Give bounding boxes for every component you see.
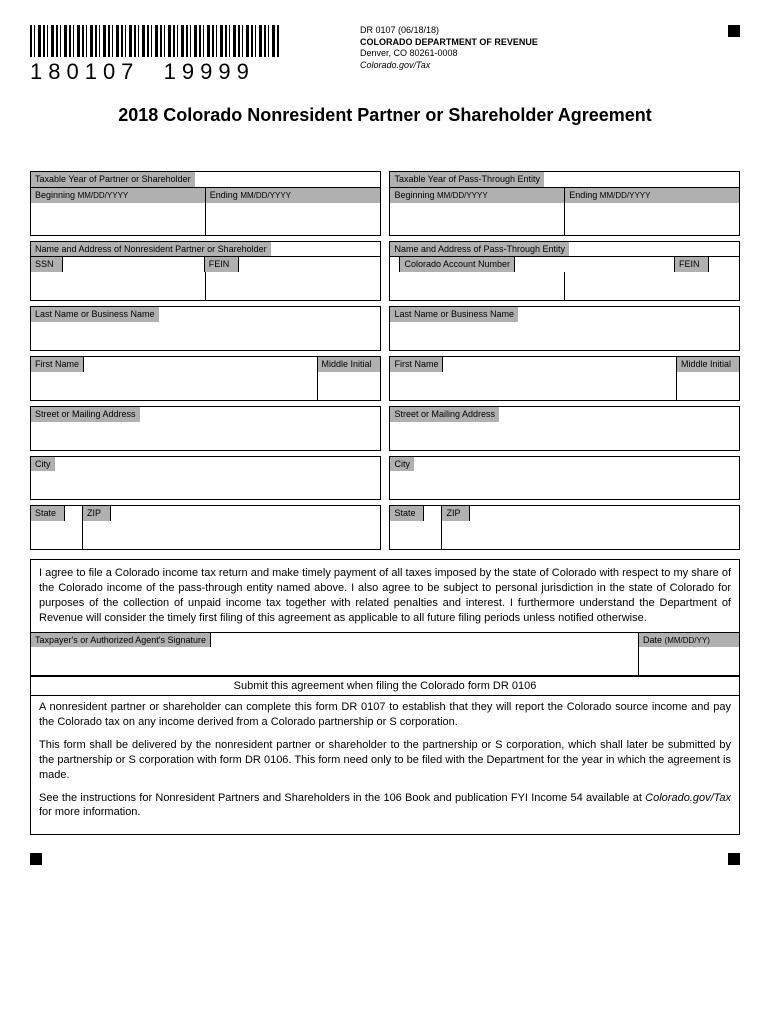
input-firstname-entity[interactable] xyxy=(390,372,677,400)
input-state-entity[interactable] xyxy=(390,521,442,549)
input-beginning-partner[interactable] xyxy=(31,203,206,235)
instructions-p1: A nonresident partner or shareholder can… xyxy=(39,700,731,730)
input-zip-entity[interactable] xyxy=(442,521,739,549)
barcode xyxy=(30,25,280,57)
submit-line: Submit this agreement when filing the Co… xyxy=(31,676,739,695)
form-id-block: DR 0107 (06/18/18) COLORADO DEPARTMENT O… xyxy=(360,25,538,72)
cell-dates-entity: Beginning MM/DD/YYYY Ending MM/DD/YYYY xyxy=(390,187,740,235)
input-mi-entity[interactable] xyxy=(677,372,739,400)
input-signature[interactable] xyxy=(31,647,639,675)
label-lastname-e: Last Name or Business Name xyxy=(390,307,518,322)
label-zip-p: ZIP xyxy=(83,506,111,521)
label-state-e: State xyxy=(390,506,424,521)
label-fein-e: FEIN xyxy=(675,257,709,272)
bottom-marks xyxy=(30,853,740,873)
input-lastname-partner[interactable] xyxy=(31,322,380,350)
label-city-e: City xyxy=(390,457,414,472)
label-street-p: Street or Mailing Address xyxy=(31,407,140,422)
input-zip-partner[interactable] xyxy=(83,521,380,549)
input-firstname-partner[interactable] xyxy=(31,372,318,400)
input-city-entity[interactable] xyxy=(390,471,739,499)
input-co-account[interactable] xyxy=(390,272,565,300)
cell-taxyear-entity: Taxable Year of Pass-Through Entity xyxy=(390,172,740,188)
label-signature: Taxpayer's or Authorized Agent's Signatu… xyxy=(31,633,211,648)
agreement-cell: I agree to file a Colorado income tax re… xyxy=(31,560,740,632)
input-fein-entity[interactable] xyxy=(565,272,739,300)
label-datefmt-e2: MM/DD/YYYY xyxy=(600,191,651,200)
input-city-partner[interactable] xyxy=(31,471,380,499)
input-ssn[interactable] xyxy=(31,272,206,300)
label-state-p: State xyxy=(31,506,65,521)
agreement-text: I agree to file a Colorado income tax re… xyxy=(31,560,739,631)
label-firstname-e: First Name xyxy=(390,357,443,372)
main-form: Taxable Year of Partner or Shareholder T… xyxy=(30,171,740,835)
barcode-numbers: 180107 19999 xyxy=(30,59,290,85)
input-ending-partner[interactable] xyxy=(206,203,380,235)
instructions-p3: See the instructions for Nonresident Par… xyxy=(39,791,731,821)
input-state-partner[interactable] xyxy=(31,521,83,549)
registration-mark-bl xyxy=(30,853,42,865)
cell-dates-partner: Beginning MM/DD/YYYY Ending MM/DD/YYYY xyxy=(31,187,381,235)
label-date: Date xyxy=(643,635,662,645)
label-city-p: City xyxy=(31,457,55,472)
label-datefmt-p2: MM/DD/YYYY xyxy=(240,191,291,200)
barcode-section: 180107 19999 xyxy=(30,25,290,85)
header-row: 180107 19999 DR 0107 (06/18/18) COLORADO… xyxy=(30,25,740,85)
form-title: 2018 Colorado Nonresident Partner or Sha… xyxy=(30,105,740,126)
label-beginning-p: Beginning xyxy=(35,190,75,200)
label-firstname-p: First Name xyxy=(31,357,84,372)
label-datefmt-e1: MM/DD/YYYY xyxy=(437,191,488,200)
input-fein-partner[interactable] xyxy=(206,272,380,300)
cell-taxyear-partner: Taxable Year of Partner or Shareholder xyxy=(31,172,381,188)
input-beginning-entity[interactable] xyxy=(390,203,565,235)
label-street-e: Street or Mailing Address xyxy=(390,407,499,422)
form-code: DR 0107 (06/18/18) xyxy=(360,25,538,37)
label-datefmt2: (MM/DD/YY) xyxy=(665,636,710,645)
label-nameaddr-entity: Name and Address of Pass-Through Entity xyxy=(390,242,569,257)
label-taxyear-entity: Taxable Year of Pass-Through Entity xyxy=(390,172,544,187)
instructions-p2: This form shall be delivered by the nonr… xyxy=(39,738,731,783)
label-ssn: SSN xyxy=(31,257,63,272)
label-ending-e: Ending xyxy=(569,190,597,200)
label-taxyear-partner: Taxable Year of Partner or Shareholder xyxy=(31,172,195,187)
label-beginning-e: Beginning xyxy=(394,190,434,200)
label-nameaddr-partner: Name and Address of Nonresident Partner … xyxy=(31,242,271,257)
input-street-entity[interactable] xyxy=(390,422,739,450)
dept-address: Denver, CO 80261-0008 xyxy=(360,48,538,60)
dept-website: Colorado.gov/Tax xyxy=(360,60,538,72)
input-ending-entity[interactable] xyxy=(565,203,739,235)
input-lastname-entity[interactable] xyxy=(390,322,739,350)
department: COLORADO DEPARTMENT OF REVENUE xyxy=(360,37,538,49)
label-ending-p: Ending xyxy=(210,190,238,200)
label-datefmt-p1: MM/DD/YYYY xyxy=(78,191,129,200)
label-co-account: Colorado Account Number xyxy=(400,257,515,272)
input-date[interactable] xyxy=(639,647,739,675)
input-street-partner[interactable] xyxy=(31,422,380,450)
label-zip-e: ZIP xyxy=(442,506,470,521)
registration-mark-top xyxy=(728,25,740,37)
input-mi-partner[interactable] xyxy=(318,372,380,400)
label-mi-p: Middle Initial xyxy=(318,357,380,372)
label-mi-e: Middle Initial xyxy=(677,357,739,372)
barcode-num1: 180107 xyxy=(30,59,139,84)
registration-mark-br xyxy=(728,853,740,865)
label-lastname-p: Last Name or Business Name xyxy=(31,307,159,322)
label-fein-p: FEIN xyxy=(205,257,239,272)
instructions: A nonresident partner or shareholder can… xyxy=(31,696,739,834)
barcode-num2: 19999 xyxy=(164,59,255,84)
